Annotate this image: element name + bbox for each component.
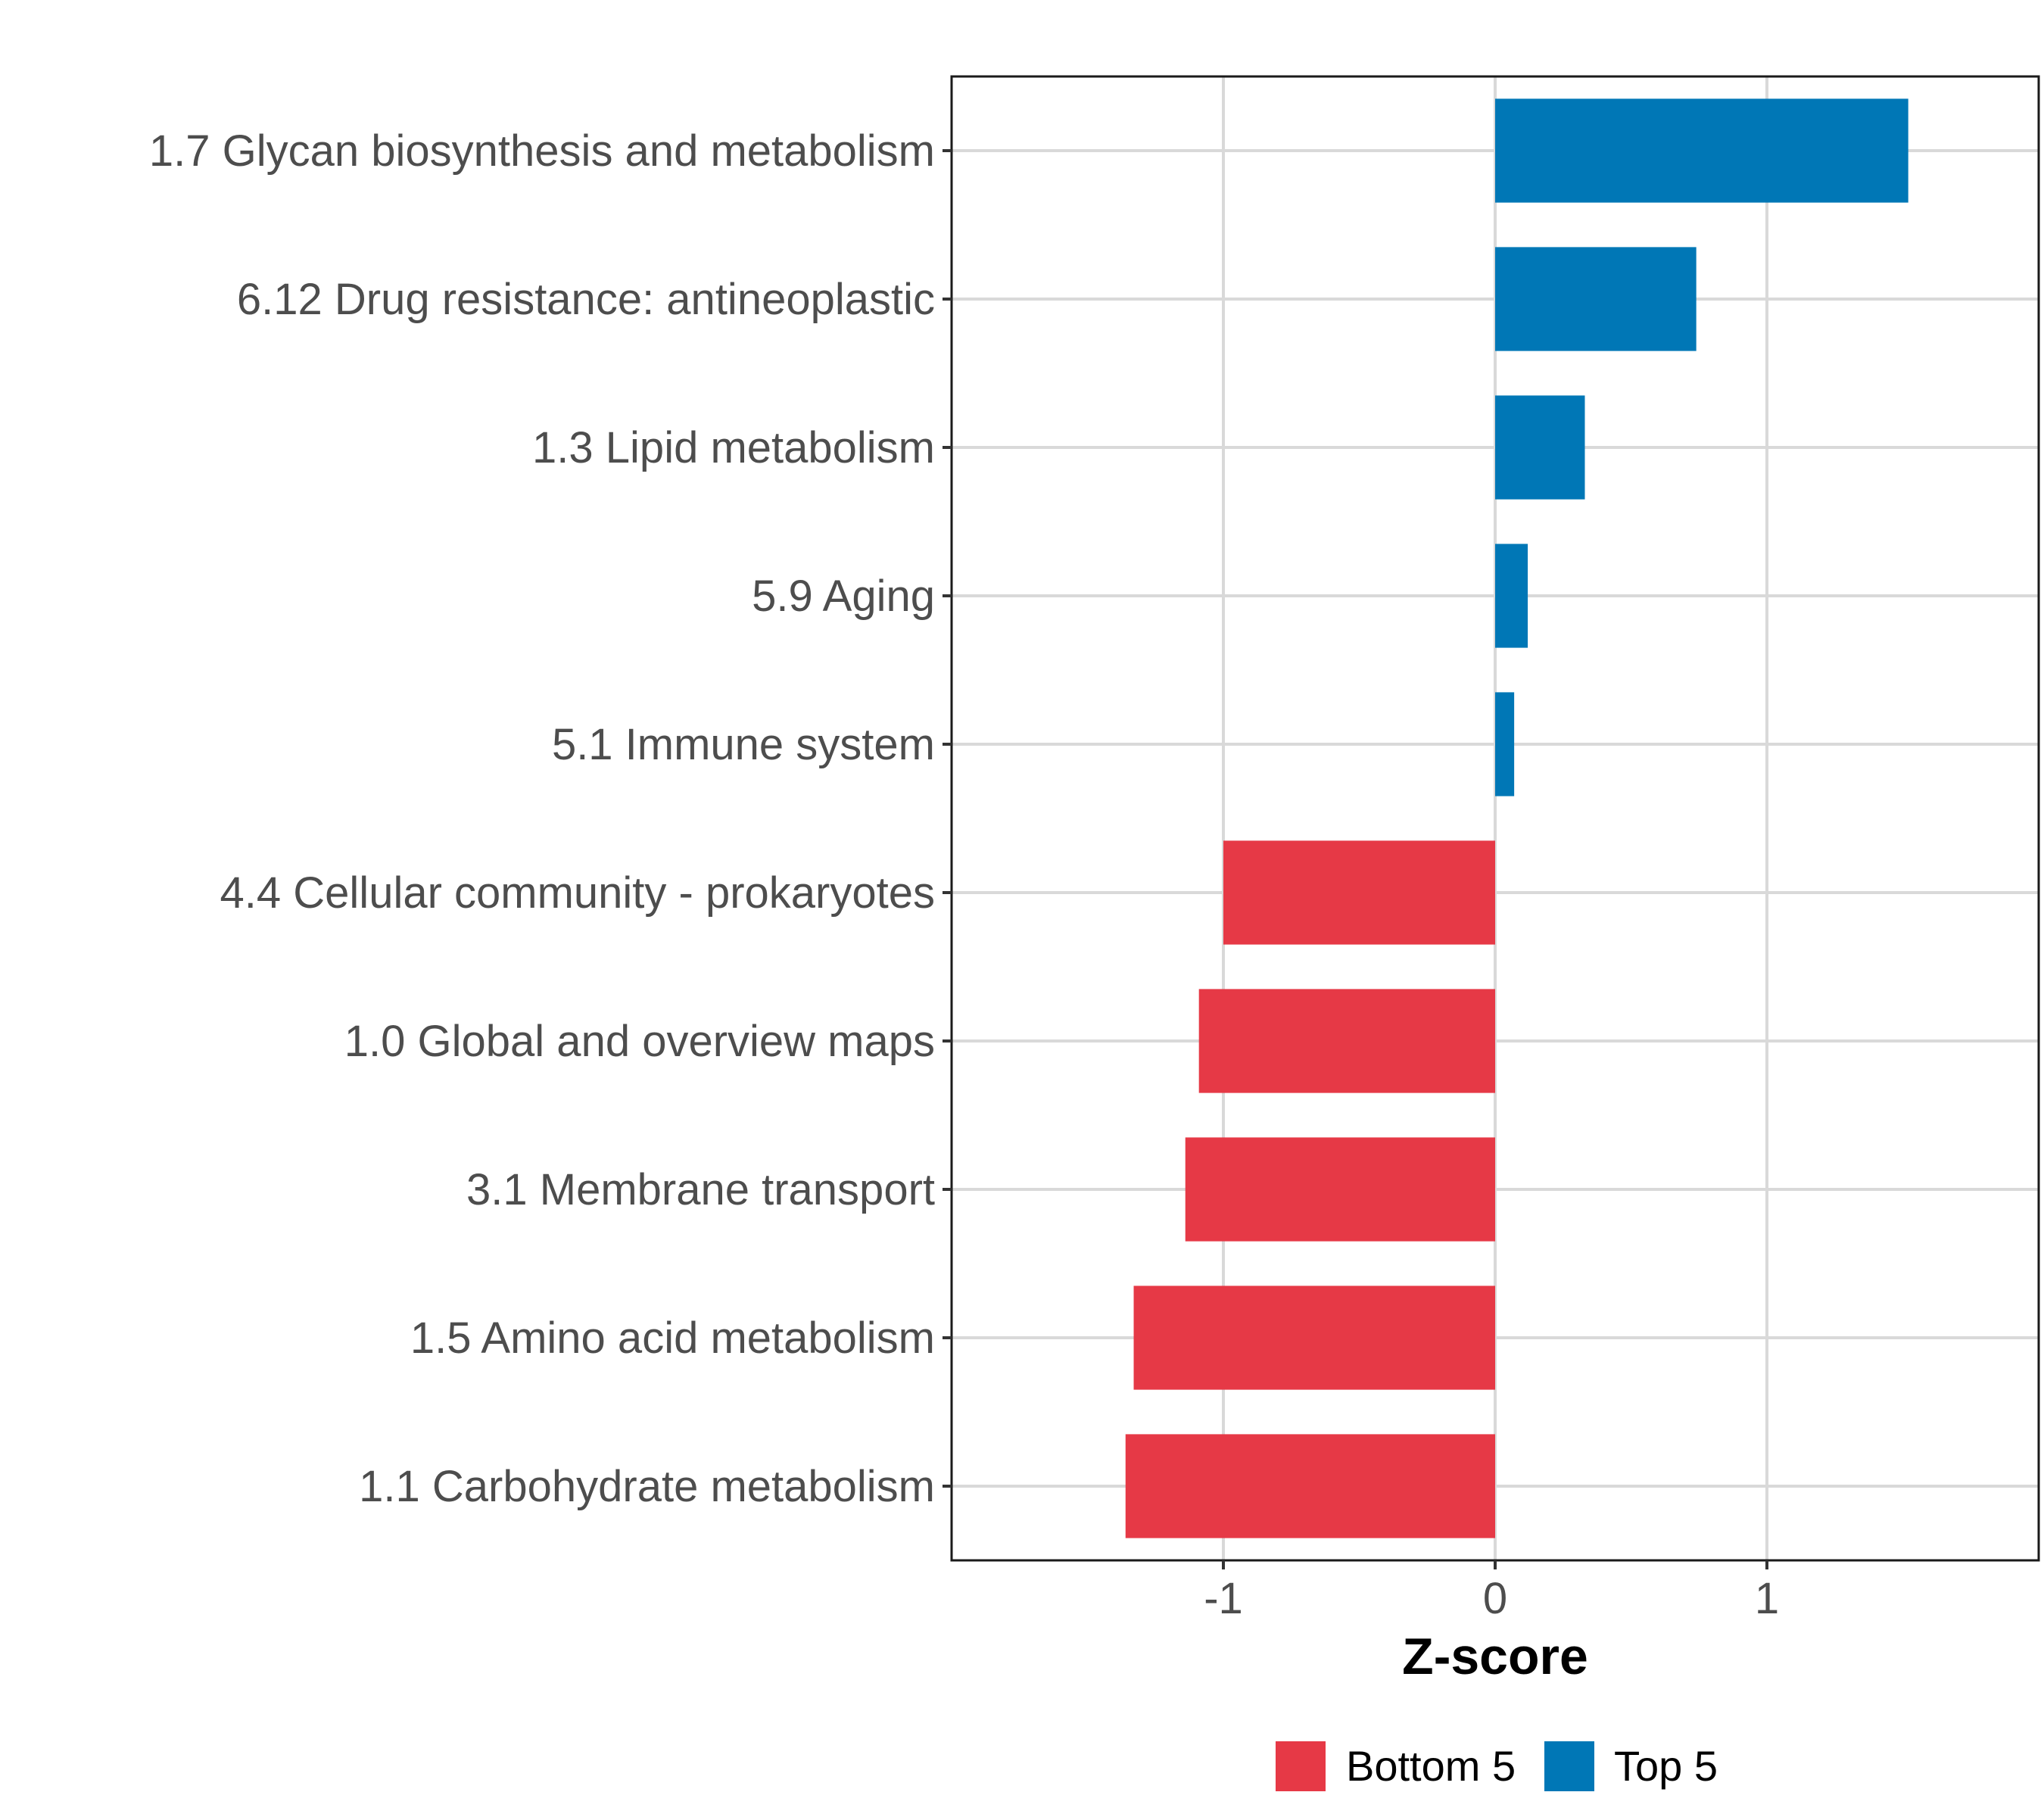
legend-swatch-1 [1276,1741,1326,1791]
x-axis: -1 0 1 [1204,1560,1779,1623]
x-tick-label-0: -1 [1204,1574,1243,1623]
bar-7 [1198,989,1495,1093]
category-label-1: 1.7 Glycan biosynthesis and metabolism [149,126,935,176]
category-label-8: 3.1 Membrane transport [466,1165,935,1214]
bar-5 [1495,692,1515,796]
bars [1125,98,1908,1538]
legend-label-2: Top 5 [1614,1742,1718,1790]
category-label-2: 6.12 Drug resistance: antineoplastic [237,275,935,324]
legend-swatch-2 [1544,1741,1594,1791]
category-label-3: 1.3 Lipid metabolism [532,423,935,472]
bar-10 [1125,1434,1495,1538]
bar-3 [1495,395,1585,500]
bar-8 [1185,1137,1495,1242]
x-axis-title: Z-score [1402,1628,1588,1685]
category-label-7: 1.0 Global and overview maps [344,1017,935,1066]
category-label-9: 1.5 Amino acid metabolism [410,1314,935,1363]
y-axis: 1.7 Glycan biosynthesis and metabolism 6.… [149,126,952,1511]
category-label-6: 4.4 Cellular community - prokaryotes [220,868,935,918]
legend-label-1: Bottom 5 [1346,1742,1516,1790]
category-label-10: 1.1 Carbohydrate metabolism [359,1462,935,1511]
category-label-5: 5.1 Immune system [552,720,935,769]
category-label-4: 5.9 Aging [752,572,935,621]
x-tick-label-2: 1 [1755,1574,1779,1623]
bar-6 [1223,840,1495,945]
x-tick-label-1: 0 [1483,1574,1507,1623]
bar-4 [1495,544,1528,648]
legend: Bottom 5 Top 5 [1276,1741,1718,1791]
bar-9 [1133,1286,1495,1390]
bar-2 [1495,247,1697,351]
bar-1 [1495,98,1908,203]
